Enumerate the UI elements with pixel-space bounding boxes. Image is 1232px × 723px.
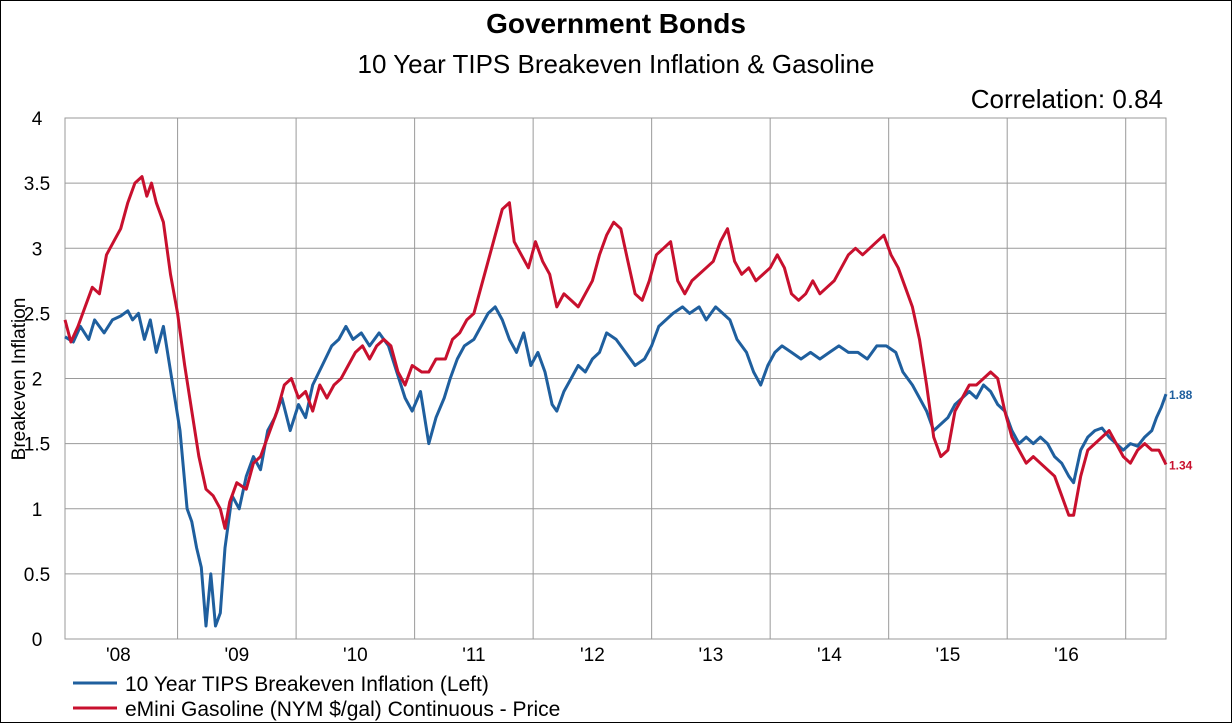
y-tick-label: 1 [32,500,43,521]
series-end-label-0: 1.88 [1169,388,1193,402]
x-tick-label: '14 [817,645,842,666]
y-tick-label: 4 [32,109,43,130]
end-labels: 1.88 1.34 [1169,388,1193,472]
series-line-0 [64,305,1168,628]
y-tick-label: 3.5 [24,174,50,195]
y-tick-label: 1.5 [24,435,50,456]
legend-label-1: eMini Gasoline (NYM $/gal) Continuous - … [125,698,560,721]
x-tick-label: '10 [343,645,368,666]
y-axis-label: Breakeven Inflation [9,298,30,461]
legend: 10 Year TIPS Breakeven Inflation (Left)e… [73,673,560,721]
x-tick-label: '13 [699,645,724,666]
x-tick-label: '15 [936,645,961,666]
y-tick-label: 0 [32,630,43,651]
series-line-1 [63,175,1168,530]
x-tick-label: '08 [106,645,131,666]
x-ticks: '08 '09 '10 '11 '12 '13 '14 '15 '16 [106,645,1079,666]
series-lines [63,175,1168,628]
x-tick-label: '09 [224,645,249,666]
x-tick-label: '11 [462,645,485,666]
correlation-annotation: Correlation: 0.84 [971,84,1163,114]
y-tick-label: 2.5 [24,304,50,325]
x-tick-label: '12 [580,645,605,666]
legend-label-0: 10 Year TIPS Breakeven Inflation (Left) [125,673,489,696]
x-tick-label: '16 [1054,645,1079,666]
y-tick-label: 3 [32,239,43,260]
series-end-label-1: 1.34 [1169,458,1193,472]
grid [64,117,1167,640]
chart-subtitle: 10 Year TIPS Breakeven Inflation & Gasol… [358,49,875,79]
y-tick-label: 0.5 [24,565,50,586]
chart-title: Government Bonds [486,8,746,39]
y-tick-label: 2 [32,370,43,391]
y-ticks: 0 0.5 1 1.5 2 2.5 3 3.5 4 [24,109,50,651]
